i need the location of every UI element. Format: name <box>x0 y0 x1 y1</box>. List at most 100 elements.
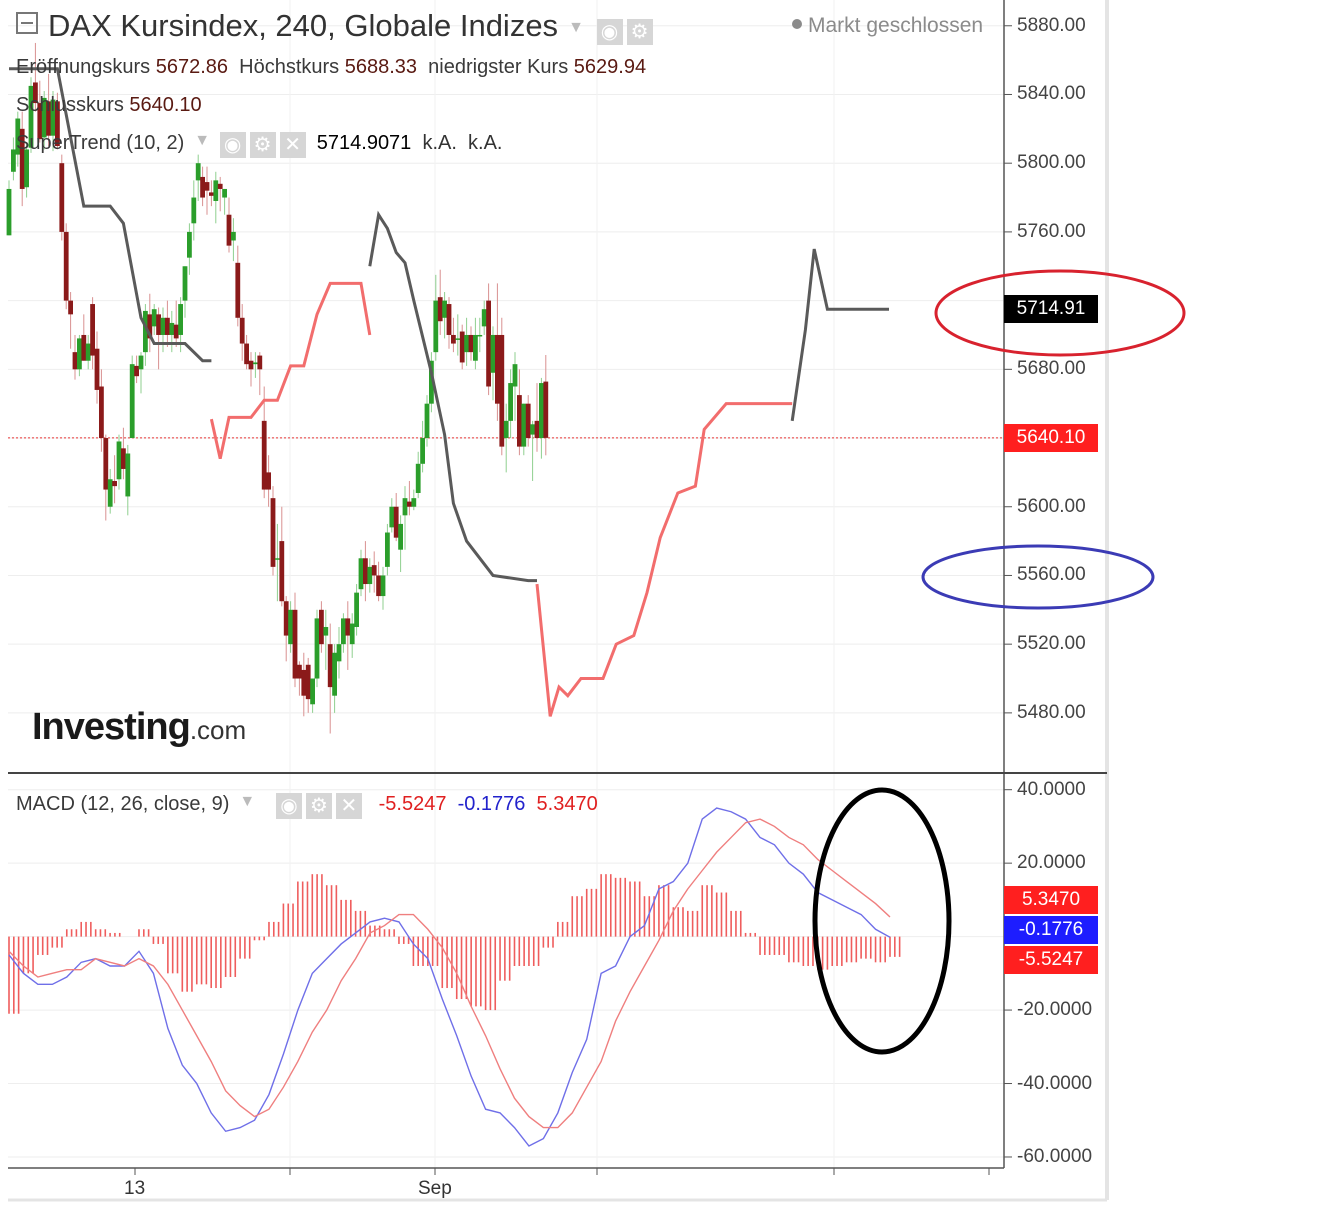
candle-body <box>24 149 29 188</box>
status-dot-icon <box>792 19 802 29</box>
candle <box>160 307 166 353</box>
gear-icon[interactable]: ⚙ <box>249 132 276 158</box>
candle <box>266 455 271 507</box>
candle <box>99 369 104 452</box>
candle <box>539 377 544 459</box>
open-label: Eröffnungskurs <box>16 56 151 78</box>
candle <box>222 188 227 215</box>
logo-suffix: .com <box>189 715 247 745</box>
candle <box>451 317 456 353</box>
collapse-icon[interactable] <box>16 12 38 34</box>
candle-body <box>261 420 267 490</box>
chart-title: DAX Kursindex, 240, Globale Indizes ▼ ◉ ⚙ <box>16 8 653 45</box>
candle <box>402 486 408 550</box>
supertrend-legend[interactable]: SuperTrend (10, 2) ▼ ◉ ⚙ ✕ 5714.9071 k.A. k… <box>16 132 502 158</box>
gear-icon[interactable]: ⚙ <box>305 793 332 819</box>
candle-body <box>345 618 351 636</box>
candle <box>59 154 65 241</box>
candle-body <box>521 403 527 447</box>
candle <box>50 91 56 152</box>
candle-body <box>473 334 478 361</box>
supertrend-value-2: k.A. <box>422 132 457 154</box>
supertrend-resistance-line <box>9 67 212 363</box>
candle-body <box>33 82 38 104</box>
candle <box>200 166 205 207</box>
candle-body <box>178 304 183 335</box>
eye-icon[interactable]: ◉ <box>275 793 302 819</box>
candle <box>165 300 170 347</box>
candle-body <box>508 383 513 421</box>
candle <box>503 403 509 473</box>
candle <box>459 324 465 370</box>
candle-body <box>147 314 153 339</box>
candle-body <box>477 334 483 337</box>
candle-body <box>376 575 381 597</box>
signal-line <box>8 818 891 1129</box>
candle <box>187 223 192 275</box>
candle-body <box>37 103 43 140</box>
close-icon[interactable]: ✕ <box>279 132 306 158</box>
candle-body <box>393 506 399 538</box>
close-icon[interactable]: ✕ <box>335 793 362 819</box>
low-value: 5629.94 <box>573 56 647 78</box>
candle-body <box>305 664 311 700</box>
chevron-down-icon[interactable]: ▼ <box>568 19 584 36</box>
candle <box>68 292 73 349</box>
eye-icon[interactable]: ◉ <box>596 19 623 45</box>
candle-body <box>94 348 100 390</box>
supertrend-price-tag: 5714.91 <box>1004 295 1098 324</box>
candle <box>354 584 359 636</box>
last-price-tag: 5640.10 <box>1004 423 1098 452</box>
candle-body <box>226 214 232 246</box>
candle <box>367 558 373 593</box>
macd-lines <box>8 807 891 1147</box>
chevron-down-icon[interactable]: ▼ <box>194 132 211 149</box>
candle-body <box>288 609 293 645</box>
candle <box>525 395 531 447</box>
candle <box>156 307 161 370</box>
candle-body <box>481 309 487 327</box>
candle <box>310 678 315 713</box>
candle-body <box>283 601 289 636</box>
price-axis-label: 5520.00 <box>1017 633 1086 655</box>
macd-axis-label: -40.0000 <box>1017 1072 1093 1094</box>
eye-icon[interactable]: ◉ <box>219 132 246 158</box>
candle <box>134 355 139 384</box>
supertrend-label: SuperTrend (10, 2) <box>16 132 185 154</box>
close-value: 5640.10 <box>129 94 202 116</box>
macd-label: MACD (12, 26, close, 9) <box>16 793 230 815</box>
candle <box>77 334 82 377</box>
candle-body <box>275 558 280 560</box>
macd-legend[interactable]: MACD (12, 26, close, 9) ▼ ◉ ⚙ ✕ -5.5247 -0.… <box>16 793 598 819</box>
macd-axis-label: 20.0000 <box>1017 852 1086 874</box>
candle-body <box>323 626 329 636</box>
candle <box>349 613 355 658</box>
candle <box>398 515 403 573</box>
candle-body <box>336 644 342 662</box>
candle <box>512 352 518 421</box>
supertrend-support-line <box>209 281 372 459</box>
candle <box>275 523 280 602</box>
market-status-text: Markt geschlossen <box>808 14 984 37</box>
candle-body <box>46 101 51 136</box>
candle <box>314 609 320 688</box>
candle <box>424 395 430 447</box>
candle-body <box>213 180 219 201</box>
candle <box>169 310 175 353</box>
candle-body <box>28 85 34 148</box>
chevron-down-icon[interactable]: ▼ <box>239 793 256 810</box>
candle-body <box>41 97 47 138</box>
price-axis-label: 5680.00 <box>1017 358 1086 380</box>
candle <box>72 334 78 380</box>
close-legend: Schlusskurs 5640.10 <box>16 94 202 117</box>
price-axis-label: 5880.00 <box>1017 14 1086 36</box>
candle <box>292 592 298 688</box>
grid-lines <box>8 0 1004 1168</box>
gear-icon[interactable]: ⚙ <box>626 19 653 45</box>
candle-body <box>6 188 12 236</box>
candle <box>270 486 276 576</box>
candle-body <box>63 231 69 301</box>
macd-axis-label: -60.0000 <box>1017 1145 1093 1167</box>
candle-body <box>437 297 443 322</box>
